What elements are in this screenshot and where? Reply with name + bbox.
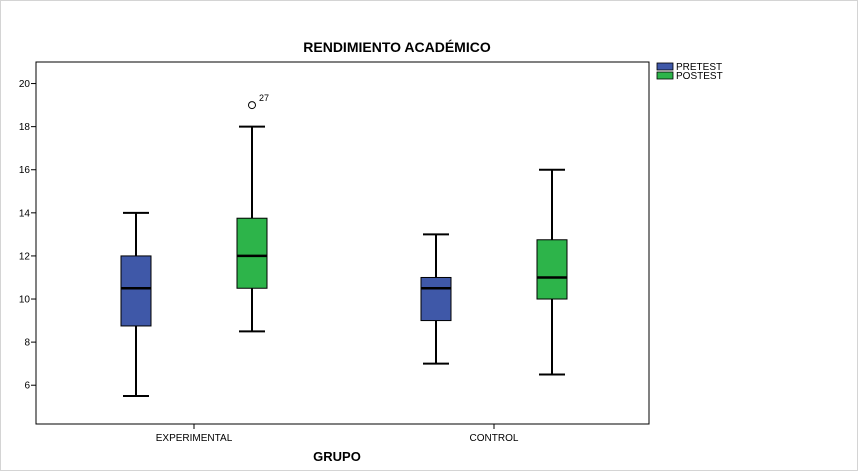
box-postest-experimental: 27 xyxy=(236,93,269,333)
y-tick-label: 18 xyxy=(19,122,31,133)
y-tick-label: 10 xyxy=(19,295,31,306)
x-category-label: EXPERIMENTAL xyxy=(156,433,233,444)
outlier-point xyxy=(248,101,256,110)
y-tick-label: 14 xyxy=(19,208,31,219)
box-pretest-experimental xyxy=(120,211,152,397)
outlier-label: 27 xyxy=(259,93,269,103)
box-series-group: 27 xyxy=(120,93,568,397)
y-tick-label: 8 xyxy=(24,338,30,349)
box-iqr xyxy=(536,239,568,300)
legend-label: PRETEST xyxy=(676,62,722,73)
box-pretest-control xyxy=(420,233,452,365)
legend-swatch xyxy=(656,71,674,80)
box-iqr xyxy=(236,217,268,289)
box-iqr xyxy=(120,255,152,327)
y-tick-label: 16 xyxy=(19,165,31,176)
legend-label: POSTEST xyxy=(676,71,723,82)
legend-swatch xyxy=(656,62,674,71)
y-tick-label: 12 xyxy=(19,251,31,262)
x-category-label: CONTROL xyxy=(470,433,519,444)
box-iqr xyxy=(420,276,452,322)
box-postest-control xyxy=(536,168,568,376)
y-tick-label: 20 xyxy=(19,79,31,90)
chart-title: RENDIMIENTO ACADÉMICO xyxy=(303,39,491,55)
x-axis: EXPERIMENTAL CONTROL xyxy=(156,424,519,444)
x-axis-title: GRUPO xyxy=(313,449,361,464)
y-tick-label: 6 xyxy=(24,381,30,392)
y-axis: 6 8 10 12 14 16 18 20 xyxy=(19,79,36,392)
